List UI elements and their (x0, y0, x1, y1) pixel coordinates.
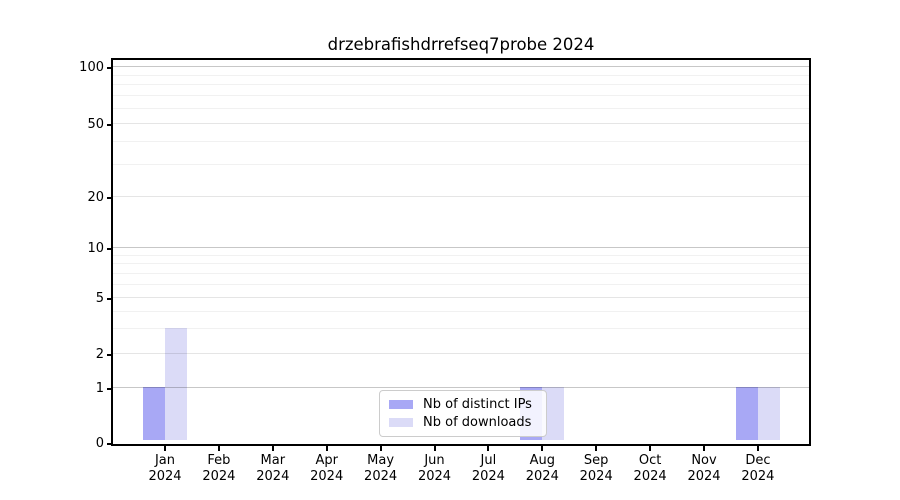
gridline (113, 297, 809, 298)
x-tick-mark (487, 446, 490, 451)
x-tick-label: Nov 2024 (687, 453, 721, 484)
y-tick-label: 20 (87, 190, 104, 205)
x-tick-label: Feb 2024 (202, 453, 236, 484)
minor-gridline (113, 163, 809, 165)
x-tick-label: Mar 2024 (256, 453, 290, 484)
x-tick-label: Jan 2024 (148, 453, 182, 484)
minor-gridline (113, 263, 809, 265)
x-tick-label: Dec 2024 (741, 453, 775, 484)
y-tick-mark (107, 248, 112, 250)
x-tick-label: Apr 2024 (310, 453, 344, 484)
x-tick-mark (325, 446, 328, 451)
legend-label-downloads: Nb of downloads (423, 415, 532, 430)
x-tick-mark (433, 446, 436, 451)
legend-swatch-downloads-icon (389, 418, 413, 427)
minor-gridline (113, 84, 809, 86)
y-tick-mark (107, 67, 112, 69)
x-tick-mark (379, 446, 382, 451)
y-tick-mark (107, 124, 112, 126)
minor-gridline (113, 328, 809, 330)
minor-gridline (113, 74, 809, 76)
x-tick-mark (595, 446, 598, 451)
y-tick-mark (107, 298, 112, 300)
x-tick-label: Aug 2024 (525, 453, 559, 484)
y-tick-label: 5 (95, 291, 104, 306)
y-tick-mark (107, 443, 112, 445)
gridline (113, 196, 809, 197)
x-tick-label: Jun 2024 (417, 453, 452, 484)
bar-downloads (165, 328, 187, 440)
x-tick-label: May 2024 (364, 453, 398, 484)
plot-canvas (113, 60, 809, 444)
minor-gridline (113, 254, 809, 256)
x-tick-mark (756, 446, 759, 451)
minor-gridline (113, 310, 809, 312)
y-tick-mark (107, 354, 112, 356)
chart-title: drzebrafishdrrefseq7probe 2024 (327, 35, 595, 54)
y-tick-mark (107, 197, 112, 199)
bar-downloads (542, 387, 565, 440)
x-tick-label: Oct 2024 (633, 453, 667, 484)
gridline (113, 353, 809, 354)
minor-gridline (113, 140, 809, 142)
gridline (113, 387, 809, 388)
x-tick-mark (164, 446, 166, 451)
legend-label-distinct-ips: Nb of distinct IPs (423, 397, 532, 412)
y-tick-label: 50 (87, 117, 104, 132)
x-tick-mark (541, 446, 544, 451)
bar-downloads (757, 387, 780, 440)
legend-item-distinct-ips: Nb of distinct IPs (389, 397, 537, 412)
x-tick-mark (271, 446, 274, 451)
x-tick-label: Sep 2024 (579, 453, 613, 484)
gridline (113, 247, 809, 248)
legend-swatch-distinct-ips-icon (389, 400, 413, 409)
x-tick-label: Jul 2024 (471, 453, 505, 484)
legend-item-downloads: Nb of downloads (389, 415, 537, 430)
x-tick-mark (649, 446, 652, 451)
y-tick-label: 1 (95, 381, 104, 396)
minor-gridline (113, 95, 809, 97)
legend: Nb of distinct IPs Nb of downloads (379, 390, 547, 437)
gridline (113, 123, 809, 124)
gridline (113, 66, 809, 67)
minor-gridline (113, 272, 809, 274)
plot-area (111, 58, 811, 446)
minor-gridline (113, 108, 809, 109)
minor-gridline (113, 283, 809, 285)
x-tick-mark (703, 446, 705, 451)
bar-distinct-ips (735, 387, 758, 440)
y-tick-label: 0 (95, 436, 104, 451)
bar-distinct-ips (143, 387, 165, 440)
y-tick-label: 2 (95, 347, 104, 362)
y-tick-label: 100 (79, 60, 104, 75)
y-tick-mark (107, 388, 112, 390)
y-tick-label: 10 (87, 241, 104, 256)
x-tick-mark (217, 446, 220, 451)
